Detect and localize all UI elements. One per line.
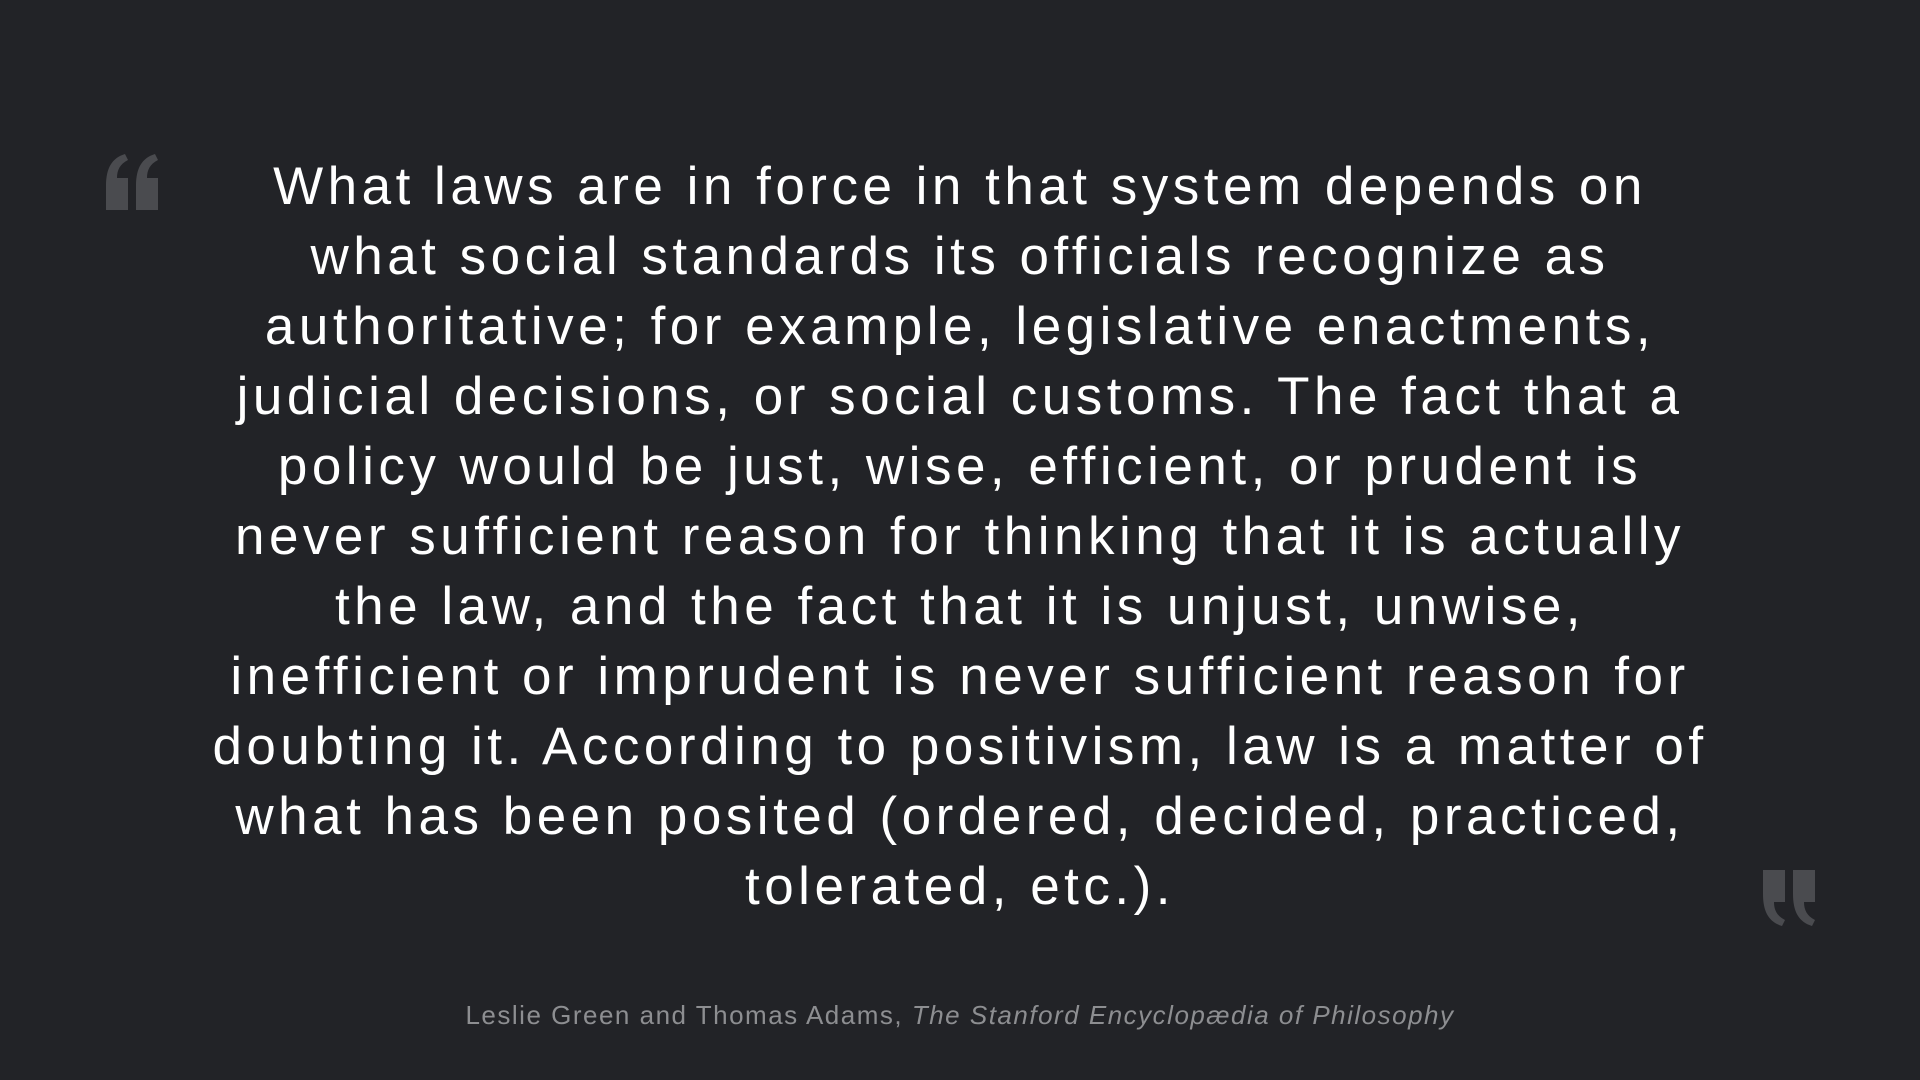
attribution-source: The Stanford Encyclopædia of Philosophy — [911, 1000, 1455, 1030]
attribution-authors: Leslie Green and Thomas Adams, — [465, 1000, 904, 1030]
open-quote-icon — [106, 154, 158, 210]
attribution: Leslie Green and Thomas Adams, The Stanf… — [0, 998, 1920, 1032]
close-quote-icon — [1763, 870, 1815, 926]
quote-text: What laws are in force in that system de… — [212, 157, 1708, 916]
